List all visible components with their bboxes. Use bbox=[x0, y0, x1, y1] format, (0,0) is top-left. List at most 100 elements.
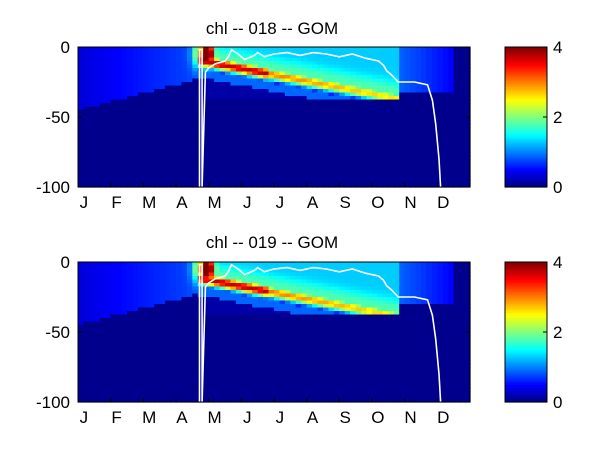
heatmap-cell bbox=[181, 371, 187, 375]
heatmap-cell bbox=[220, 308, 226, 312]
heatmap-cell bbox=[241, 117, 247, 121]
heatmap-cell bbox=[105, 142, 111, 146]
heatmap-cell bbox=[127, 336, 133, 340]
heatmap-cell bbox=[454, 47, 460, 51]
heatmap-cell bbox=[356, 107, 362, 111]
heatmap-cell bbox=[454, 110, 460, 114]
heatmap-cell bbox=[209, 350, 215, 354]
heatmap-cell bbox=[367, 121, 373, 125]
heatmap-cell bbox=[214, 54, 220, 58]
heatmap-cell bbox=[274, 58, 280, 62]
heatmap-cell bbox=[132, 266, 138, 270]
heatmap-cell bbox=[448, 117, 454, 121]
heatmap-cell bbox=[269, 128, 275, 132]
heatmap-cell bbox=[122, 86, 128, 90]
heatmap-cell bbox=[274, 86, 280, 90]
heatmap-cell bbox=[230, 297, 236, 301]
heatmap-cell bbox=[258, 322, 264, 326]
heatmap-cell bbox=[269, 350, 275, 354]
heatmap-cell bbox=[361, 89, 367, 93]
heatmap-cell bbox=[160, 329, 166, 333]
heatmap-cell bbox=[111, 89, 117, 93]
heatmap-cell bbox=[377, 166, 383, 170]
heatmap-cell bbox=[328, 65, 334, 69]
heatmap-cell bbox=[192, 82, 198, 86]
heatmap-cell bbox=[410, 65, 416, 69]
heatmap-cell bbox=[241, 75, 247, 79]
heatmap-cell bbox=[176, 381, 182, 385]
heatmap-cell bbox=[203, 177, 209, 181]
heatmap-cell bbox=[339, 173, 345, 177]
heatmap-cell bbox=[301, 82, 307, 86]
heatmap-cell bbox=[214, 315, 220, 319]
heatmap-cell bbox=[203, 381, 209, 385]
heatmap-cell bbox=[383, 47, 389, 51]
heatmap-cell bbox=[89, 138, 95, 142]
heatmap-cell bbox=[230, 343, 236, 347]
heatmap-cell bbox=[94, 283, 100, 287]
heatmap-cell bbox=[269, 301, 275, 305]
heatmap-cell bbox=[160, 304, 166, 308]
heatmap-cell bbox=[448, 114, 454, 118]
heatmap-cell bbox=[94, 96, 100, 100]
heatmap-cell bbox=[383, 89, 389, 93]
heatmap-cell bbox=[171, 357, 177, 361]
heatmap-cell bbox=[345, 385, 351, 389]
heatmap-cell bbox=[214, 100, 220, 104]
heatmap-cell bbox=[122, 61, 128, 65]
heatmap-cell bbox=[132, 47, 138, 51]
heatmap-cell bbox=[388, 131, 394, 135]
heatmap-cell bbox=[312, 117, 318, 121]
heatmap-cell bbox=[459, 138, 465, 142]
heatmap-cell bbox=[350, 170, 356, 174]
heatmap-cell bbox=[89, 392, 95, 396]
heatmap-cell bbox=[230, 315, 236, 319]
heatmap-cell bbox=[78, 325, 84, 329]
heatmap-cell bbox=[383, 170, 389, 174]
heatmap-cell bbox=[454, 51, 460, 55]
heatmap-cell bbox=[323, 79, 329, 83]
heatmap-cell bbox=[279, 163, 285, 167]
heatmap-cell bbox=[149, 280, 155, 284]
heatmap-cell bbox=[307, 364, 313, 368]
heatmap-cell bbox=[405, 68, 411, 72]
heatmap-cell bbox=[122, 353, 128, 357]
heatmap-cell bbox=[165, 283, 171, 287]
heatmap-cell bbox=[279, 149, 285, 153]
heatmap-cell bbox=[269, 392, 275, 396]
heatmap-cell bbox=[89, 142, 95, 146]
heatmap-cell bbox=[100, 329, 106, 333]
heatmap-cell bbox=[241, 159, 247, 163]
heatmap-cell bbox=[274, 325, 280, 329]
heatmap-cell bbox=[187, 110, 193, 114]
heatmap-cell bbox=[94, 325, 100, 329]
heatmap-cell bbox=[100, 360, 106, 364]
heatmap-cell bbox=[236, 329, 242, 333]
heatmap-cell bbox=[345, 156, 351, 160]
heatmap-cell bbox=[388, 138, 394, 142]
heatmap-cell bbox=[154, 135, 160, 139]
heatmap-cell bbox=[301, 297, 307, 301]
heatmap-cell bbox=[416, 159, 422, 163]
heatmap-cell bbox=[143, 357, 149, 361]
heatmap-cell bbox=[236, 117, 242, 121]
heatmap-cell bbox=[247, 163, 253, 167]
heatmap-cell bbox=[437, 47, 443, 51]
heatmap-cell bbox=[323, 339, 329, 343]
heatmap-cell bbox=[339, 135, 345, 139]
heatmap-cell bbox=[443, 100, 449, 104]
heatmap-cell bbox=[388, 96, 394, 100]
heatmap-cell bbox=[160, 142, 166, 146]
heatmap-cell bbox=[247, 135, 253, 139]
heatmap-cell bbox=[301, 378, 307, 382]
heatmap-cell bbox=[83, 360, 89, 364]
heatmap-cell bbox=[89, 180, 95, 184]
heatmap-cell bbox=[247, 301, 253, 305]
heatmap-cell bbox=[154, 385, 160, 389]
heatmap-cell bbox=[334, 315, 340, 319]
heatmap-cell bbox=[437, 79, 443, 83]
heatmap-cell bbox=[225, 138, 231, 142]
heatmap-cell bbox=[192, 346, 198, 350]
heatmap-cell bbox=[323, 110, 329, 114]
heatmap-cell bbox=[263, 308, 269, 312]
